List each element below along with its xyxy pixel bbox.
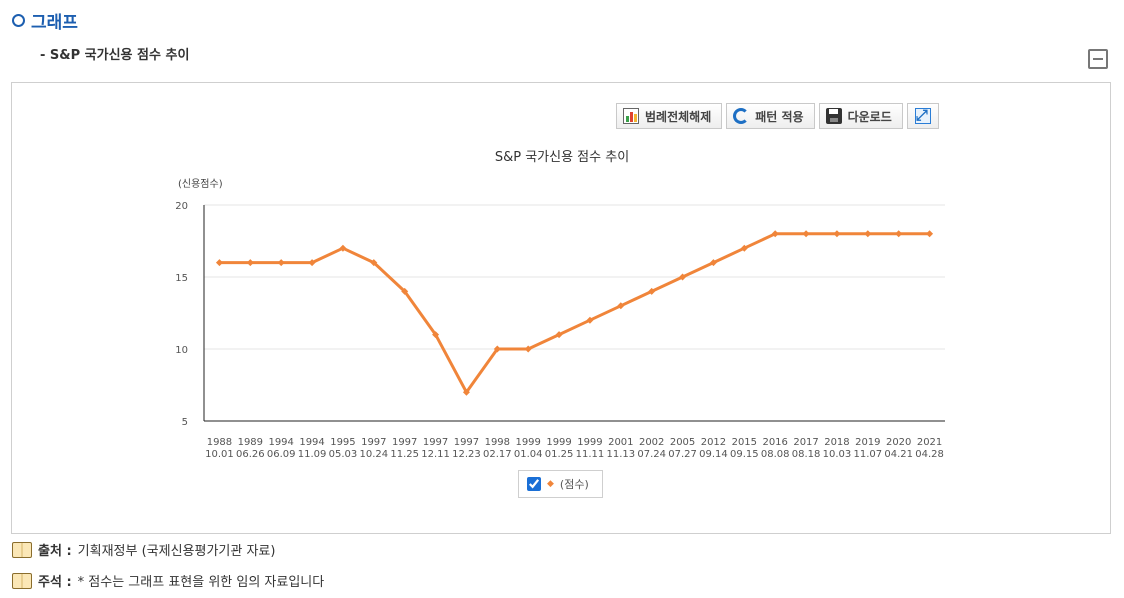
legend-off-button[interactable]: 범례전체해제 (616, 103, 723, 129)
data-point (802, 230, 810, 238)
x-tick-label: 2016 08.08 (761, 437, 790, 460)
legend: ◆ (점수) (518, 470, 603, 498)
remark-note: 주석 : * 점수는 그래프 표현을 위한 임의 자료입니다 (12, 571, 324, 590)
download-label: 다운로드 (847, 109, 892, 124)
sub-title: - S&P 국가신용 점수 추이 (40, 48, 190, 63)
data-point (339, 244, 347, 252)
x-tick-label: 1997 10.24 (359, 437, 388, 460)
x-tick-label: 1997 12.11 (421, 437, 450, 460)
x-tick-label: 2020 04.21 (884, 437, 913, 460)
x-tick-label: 1994 11.09 (298, 437, 327, 460)
data-point (401, 287, 409, 295)
source-text: 기획재정부 (국제신용평가기관 자료) (77, 544, 276, 559)
source-note: 출처 : 기획재정부 (국제신용평가기관 자료) (12, 540, 275, 559)
book-icon (12, 541, 32, 558)
section-title-text: 그래프 (31, 13, 78, 33)
x-tick-label: 1994 06.09 (267, 437, 296, 460)
x-tick-label: 1988 10.01 (205, 437, 234, 460)
data-point (462, 388, 470, 396)
data-point (555, 331, 563, 339)
source-label: 출처 : (38, 544, 72, 559)
line-chart: S&P 국가신용 점수 추이 (신용점수) 5 10 15 20 1988 10.011989… (175, 150, 945, 460)
data-point (370, 259, 378, 267)
y-tick-label: 15 (175, 273, 188, 284)
x-tick-label: 2018 10.03 (823, 437, 852, 460)
x-tick-label: 2015 09.15 (730, 437, 759, 460)
x-tick-label: 1999 01.04 (514, 437, 543, 460)
legend-series-label: (점수) (559, 478, 589, 491)
legend-marker-icon: ◆ (547, 479, 554, 489)
remark-label: 주석 : (38, 575, 72, 590)
circle-bullet-icon (12, 14, 25, 27)
legend-off-label: 범례전체해제 (645, 109, 712, 124)
data-point (277, 259, 285, 267)
pattern-button[interactable]: 패턴 적용 (726, 103, 815, 129)
collapse-button[interactable] (1088, 49, 1108, 69)
data-point (308, 259, 316, 267)
data-point (524, 345, 532, 353)
x-tick-label: 1997 12.23 (452, 437, 481, 460)
x-tick-label: 1999 01.25 (545, 437, 574, 460)
data-point (709, 259, 717, 267)
chart-panel: 범례전체해제 패턴 적용 다운로드 S&P 국가신용 점수 추이 (신용점수) 5 1… (11, 82, 1111, 534)
x-tick-label: 2005 07.27 (668, 437, 697, 460)
x-tick-label: 1995 05.03 (329, 437, 358, 460)
y-tick-label: 20 (175, 201, 188, 212)
fullscreen-button[interactable] (906, 103, 939, 129)
save-icon (825, 108, 842, 124)
data-point (586, 316, 594, 324)
data-point (771, 230, 779, 238)
x-tick-label: 2021 04.28 (915, 437, 944, 460)
book-icon (12, 572, 32, 589)
x-tick-label: 2019 11.07 (853, 437, 882, 460)
bar-chart-icon (623, 108, 639, 124)
legend-series-checkbox[interactable] (527, 477, 541, 491)
data-point (648, 287, 656, 295)
data-point (246, 259, 254, 267)
x-tick-label: 1997 11.25 (390, 437, 419, 460)
x-tick-label: 2012 09.14 (699, 437, 728, 460)
pattern-label: 패턴 적용 (755, 109, 804, 124)
section-title: 그래프 (12, 8, 78, 33)
data-point (864, 230, 872, 238)
data-point (432, 331, 440, 339)
x-tick-label: 2002 07.24 (637, 437, 666, 460)
data-point (215, 259, 223, 267)
data-point (895, 230, 903, 238)
data-point (617, 302, 625, 310)
y-tick-label: 10 (175, 345, 188, 356)
data-point (740, 244, 748, 252)
data-point (493, 345, 501, 353)
y-tick-label: 5 (182, 417, 188, 428)
x-tick-label: 2017 08.18 (792, 437, 821, 460)
refresh-icon (733, 108, 750, 124)
y-axis-label: (신용점수) (178, 178, 223, 190)
expand-icon (914, 106, 931, 124)
remark-text: * 점수는 그래프 표현을 위한 임의 자료입니다 (77, 575, 325, 590)
chart-toolbar: 범례전체해제 패턴 적용 다운로드 (616, 103, 939, 129)
x-tick-label: 1989 06.26 (236, 437, 265, 460)
download-button[interactable]: 다운로드 (818, 103, 903, 129)
data-point (679, 273, 687, 281)
x-tick-label: 1998 02.17 (483, 437, 512, 460)
series-line (219, 232, 930, 394)
x-tick-label: 1999 11.11 (576, 437, 605, 460)
data-point (833, 230, 841, 238)
x-tick-label: 2001 11.13 (606, 437, 635, 460)
data-point (926, 230, 934, 238)
chart-title: S&P 국가신용 점수 추이 (495, 150, 629, 165)
